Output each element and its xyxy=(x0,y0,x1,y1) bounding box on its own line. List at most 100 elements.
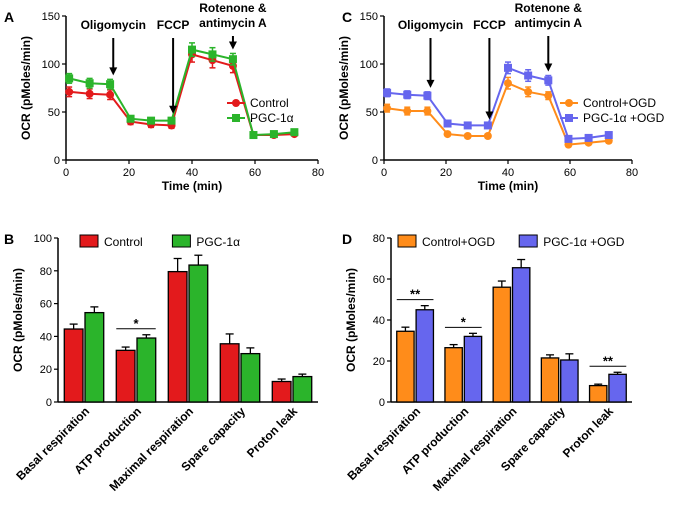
y-tick-label: 20 xyxy=(373,356,385,368)
data-point xyxy=(383,104,392,113)
bar-Control+OGD xyxy=(396,330,415,403)
data-point xyxy=(544,76,553,85)
bar-Control xyxy=(63,328,84,403)
injection-arrowhead xyxy=(228,41,237,50)
x-tick-label: 60 xyxy=(249,167,261,179)
legend-label: PGC-1α xyxy=(250,111,294,125)
data-point xyxy=(504,79,512,88)
bar-PGC-1α xyxy=(240,352,261,403)
y-tick-label: 100 xyxy=(360,59,378,71)
y-tick-label: 50 xyxy=(48,107,60,119)
data-point xyxy=(249,131,258,140)
y-tick-label: 0 xyxy=(379,397,385,409)
y-tick-label: 40 xyxy=(373,315,385,327)
y-tick-label: 100 xyxy=(34,233,52,245)
data-point xyxy=(524,87,533,96)
x-tick-label: 40 xyxy=(186,167,198,179)
x-tick-label: 40 xyxy=(502,167,514,179)
bar-PGC-1α xyxy=(188,264,209,403)
bar-Control+OGD xyxy=(444,347,463,403)
data-point xyxy=(564,134,573,143)
panel-letter: C xyxy=(342,9,352,25)
data-point xyxy=(126,114,135,123)
data-point xyxy=(65,87,74,96)
injection-label: Oligomycin xyxy=(81,18,146,32)
data-point xyxy=(269,130,278,139)
bar-PGC-1α +OGD xyxy=(560,359,579,403)
bar-Control xyxy=(271,380,292,403)
category-label: Proton leak xyxy=(560,404,616,460)
x-tick-label: 20 xyxy=(440,167,452,179)
injection-label: FCCP xyxy=(157,18,190,32)
y-axis-label: OCR (pMoles/min) xyxy=(344,268,358,372)
y-axis-label: OCR (pMoles/min) xyxy=(19,36,33,140)
y-tick-label: 150 xyxy=(42,11,60,23)
legend-label: PGC-1α +OGD xyxy=(583,111,665,125)
data-point xyxy=(524,71,533,80)
legend-label: Control xyxy=(250,96,289,110)
legend-label: PGC-1α +OGD xyxy=(543,235,625,249)
y-tick-label: 60 xyxy=(373,274,385,286)
injection-label: antimycin A xyxy=(199,16,267,30)
data-point xyxy=(604,131,613,140)
legend-swatch xyxy=(79,234,99,248)
category-label: Proton leak xyxy=(244,404,300,460)
bar-PGC-1α xyxy=(292,375,313,403)
x-tick-label: 60 xyxy=(564,167,576,179)
y-tick-label: 80 xyxy=(40,266,52,278)
data-point xyxy=(85,79,94,88)
injection-label: Oligomycin xyxy=(398,18,463,32)
data-point xyxy=(167,116,176,125)
panel-letter: B xyxy=(4,231,14,247)
legend-swatch xyxy=(397,234,417,248)
y-tick-label: 0 xyxy=(46,397,52,409)
x-tick-label: 0 xyxy=(63,167,69,179)
series-line-Control+OGD xyxy=(386,81,609,146)
x-tick-label: 80 xyxy=(312,167,324,179)
bar-Control+OGD xyxy=(492,286,512,403)
data-point xyxy=(403,90,412,99)
data-point xyxy=(85,89,94,98)
y-tick-label: 100 xyxy=(42,59,60,71)
data-point xyxy=(483,132,492,140)
injection-label: antimycin A xyxy=(515,16,583,30)
injection-arrowhead xyxy=(169,105,178,114)
x-tick-label: 20 xyxy=(123,167,135,179)
category-label: Maximal respiration xyxy=(430,404,520,494)
legend-label: PGC-1α xyxy=(196,235,240,249)
data-point xyxy=(423,107,432,116)
data-point xyxy=(106,90,115,99)
panel-letter: A xyxy=(4,9,14,25)
injection-arrowhead xyxy=(485,111,494,120)
legend-label: Control+OGD xyxy=(422,235,495,249)
y-tick-label: 0 xyxy=(54,155,60,167)
bar-PGC-1α +OGD xyxy=(608,373,627,403)
bar-PGC-1α +OGD xyxy=(415,309,435,403)
data-point xyxy=(147,116,156,125)
x-axis-label: Time (min) xyxy=(162,179,222,193)
significance-label: ** xyxy=(410,287,421,302)
bar-PGC-1α +OGD xyxy=(463,335,483,403)
bar-Control xyxy=(115,349,136,403)
panel-a-line-chart: A 0 50 100 150 OCR (pMoles/min) 0 20 40 60 80 Time … xyxy=(4,1,324,193)
significance-label: ** xyxy=(603,353,614,368)
bar-Control xyxy=(219,343,240,403)
legend-marker xyxy=(565,99,573,107)
data-point xyxy=(403,107,412,116)
legend-label: Control xyxy=(104,235,143,249)
legend-marker xyxy=(565,114,573,122)
panel-c-line-chart: C 0 50 100 150 OCR (pMoles/min) 0 20 40 60 80 Time … xyxy=(337,1,665,193)
data-point xyxy=(208,50,217,59)
injection-label: Rotenone & xyxy=(515,1,583,15)
x-tick-label: 0 xyxy=(381,167,387,179)
data-point xyxy=(443,119,452,128)
data-point xyxy=(383,88,392,97)
data-point xyxy=(463,121,472,130)
legend-marker xyxy=(232,114,240,122)
injection-arrowhead xyxy=(544,63,553,72)
bar-Control+OGD xyxy=(540,357,560,403)
data-point xyxy=(65,74,74,83)
data-point xyxy=(443,130,452,139)
